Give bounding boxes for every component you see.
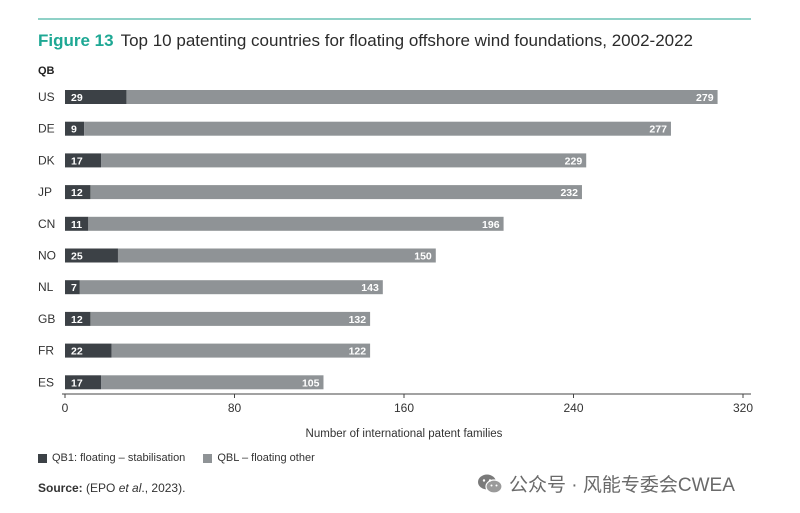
x-tick-label-160: 160 bbox=[394, 401, 414, 415]
data-label-fr-series-0: 22 bbox=[71, 346, 83, 358]
data-label-de-series-0: 9 bbox=[71, 124, 77, 136]
data-label-cn-series-0: 11 bbox=[71, 219, 82, 231]
x-tick-label-240: 240 bbox=[563, 401, 583, 415]
bar-jp-series-1 bbox=[90, 185, 582, 200]
chart-legend: QB1: floating – stabilisation QBL – floa… bbox=[38, 452, 315, 464]
category-label-es: ES bbox=[38, 375, 54, 389]
source-text-pre: (EPO bbox=[82, 481, 119, 495]
figure-title-row: Figure 13 Top 10 patenting countries for … bbox=[38, 31, 693, 51]
bar-es-series-0 bbox=[65, 375, 102, 390]
category-label-nl: NL bbox=[38, 280, 54, 294]
data-label-us-series-0: 29 bbox=[71, 92, 83, 104]
data-label-fr-series-1: 122 bbox=[349, 346, 367, 358]
x-tick-label-0: 0 bbox=[62, 401, 69, 415]
legend-item-qb1: QB1: floating – stabilisation bbox=[38, 452, 185, 464]
wechat-icon bbox=[478, 474, 503, 494]
bar-jp-series-0 bbox=[65, 185, 91, 200]
legend-swatch-qbl bbox=[203, 453, 213, 463]
watermark-text: 公众号 · 风能专委会CWEA bbox=[509, 475, 735, 496]
category-axis-label: QB bbox=[38, 65, 55, 77]
category-label-de: DE bbox=[38, 122, 55, 136]
x-tick-label-320: 320 bbox=[733, 401, 753, 415]
legend-swatch-qb1 bbox=[38, 453, 47, 463]
data-label-no-series-1: 150 bbox=[414, 251, 432, 263]
bar-no-series-0 bbox=[65, 248, 118, 263]
figure-title: Top 10 patenting countries for floating … bbox=[120, 31, 694, 50]
bar-nl-series-1 bbox=[79, 280, 383, 295]
x-tick-label-80: 80 bbox=[228, 401, 242, 415]
data-label-dk-series-0: 17 bbox=[71, 155, 83, 167]
bar-de-series-0 bbox=[65, 121, 85, 136]
category-label-cn: CN bbox=[38, 217, 55, 231]
data-label-es-series-1: 105 bbox=[302, 377, 320, 389]
bar-cn-series-1 bbox=[88, 216, 504, 231]
source-label: Source: bbox=[38, 481, 83, 495]
top-rule bbox=[38, 18, 751, 20]
source-text-italic: et al bbox=[118, 481, 142, 495]
bar-gb-series-0 bbox=[65, 311, 91, 326]
data-label-de-series-1: 277 bbox=[649, 124, 667, 136]
bar-de-series-1 bbox=[84, 121, 671, 136]
legend-item-qbl: QBL – floating other bbox=[203, 452, 315, 464]
watermark: 公众号 · 风能专委会CWEA bbox=[477, 470, 735, 497]
figure-label: Figure 13 bbox=[38, 31, 114, 50]
bar-gb-series-1 bbox=[90, 311, 371, 326]
category-label-no: NO bbox=[38, 249, 56, 263]
x-axis-title: Number of international patent families bbox=[306, 428, 503, 440]
bar-us-series-0 bbox=[65, 90, 127, 104]
data-label-jp-series-0: 12 bbox=[71, 187, 83, 199]
bar-es-series-1 bbox=[101, 375, 324, 390]
category-label-jp: JP bbox=[38, 185, 52, 199]
source-note: Source: (EPO et al., 2023). bbox=[38, 481, 185, 495]
category-label-us: US bbox=[38, 90, 55, 104]
data-label-cn-series-1: 196 bbox=[482, 219, 500, 231]
bar-fr-series-1 bbox=[111, 343, 371, 358]
bar-dk-series-1 bbox=[101, 153, 587, 168]
data-label-jp-series-1: 232 bbox=[560, 187, 578, 199]
data-label-dk-series-1: 229 bbox=[565, 155, 583, 167]
category-label-fr: FR bbox=[38, 344, 54, 358]
legend-label-qb1: QB1: floating – stabilisation bbox=[52, 452, 186, 464]
bar-dk-series-0 bbox=[65, 153, 102, 168]
bar-no-series-1 bbox=[117, 248, 436, 263]
data-label-es-series-0: 17 bbox=[71, 377, 83, 389]
bar-cn-series-0 bbox=[65, 216, 89, 231]
data-label-no-series-0: 25 bbox=[71, 251, 83, 263]
bar-fr-series-0 bbox=[65, 343, 112, 358]
data-label-us-series-1: 279 bbox=[696, 92, 714, 104]
bar-nl-series-0 bbox=[65, 280, 80, 295]
data-label-gb-series-1: 132 bbox=[349, 314, 367, 326]
category-label-gb: GB bbox=[38, 312, 55, 326]
bar-us-series-1 bbox=[126, 90, 718, 104]
category-label-dk: DK bbox=[38, 153, 55, 167]
data-label-nl-series-1: 143 bbox=[361, 282, 379, 294]
data-label-nl-series-0: 7 bbox=[71, 282, 77, 294]
source-text-post: ., 2023). bbox=[141, 481, 186, 495]
data-label-gb-series-0: 12 bbox=[71, 314, 83, 326]
legend-label-qbl: QBL – floating other bbox=[217, 452, 315, 464]
